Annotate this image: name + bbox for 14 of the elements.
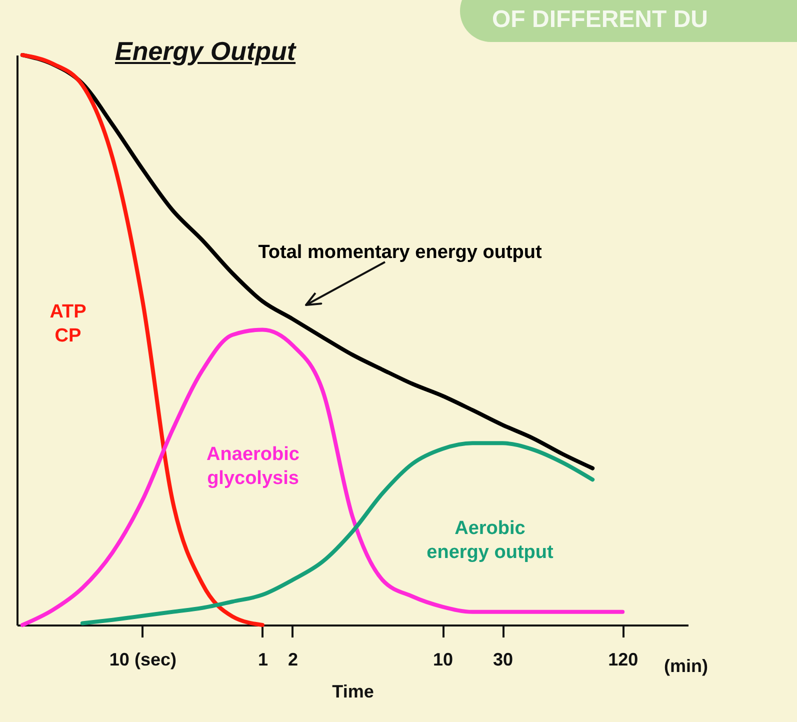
x-tick-label: 10 (sec) bbox=[109, 650, 176, 670]
series-label: Total momentary energy output bbox=[258, 242, 542, 264]
text: ATP CP bbox=[50, 302, 87, 346]
x-tick-label: 120 bbox=[608, 650, 638, 670]
text: Aerobic energy output bbox=[426, 518, 554, 564]
x-tick-label: 1 bbox=[258, 650, 268, 670]
banner: OF DIFFERENT DU bbox=[460, 0, 797, 42]
text: (min) bbox=[664, 656, 708, 676]
series-label: Anaerobic glycolysis bbox=[206, 444, 300, 489]
x-tick-label: 10 bbox=[433, 650, 454, 670]
chart-title: Energy Output bbox=[115, 36, 296, 67]
x-axis-title: Time bbox=[332, 682, 374, 702]
x-tick-label: 2 bbox=[288, 650, 298, 670]
x-tick-label: 30 bbox=[493, 650, 514, 670]
